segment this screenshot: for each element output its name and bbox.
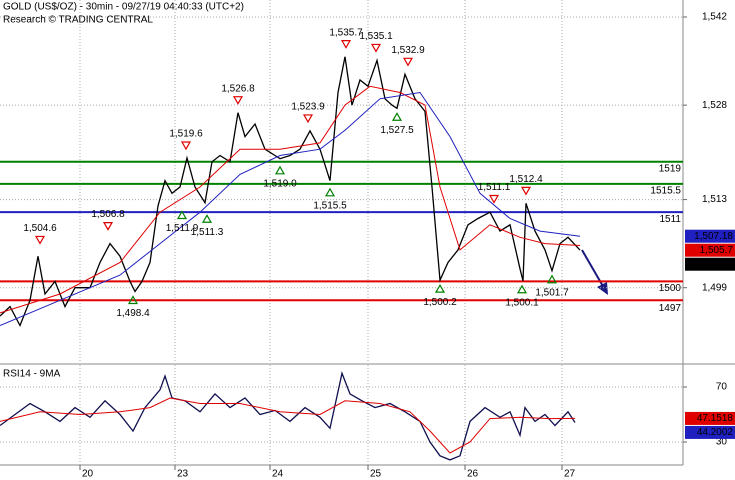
peak-label: 1,519.6: [169, 129, 203, 140]
peak-label: 1,523.9: [291, 102, 325, 113]
peak-marker: [340, 40, 352, 49]
peak-label: 1,535.7: [329, 27, 363, 38]
y-tick-label: 70: [716, 382, 728, 393]
trough-label: 1,519.0: [263, 178, 297, 189]
y-tick-label: 1,528: [702, 100, 727, 111]
peak-label: 1,526.8: [221, 83, 255, 94]
series-line: [0, 56, 581, 328]
level-label: 1515.5: [650, 185, 681, 196]
x-tick-label: 20: [82, 469, 94, 480]
peak-marker: [232, 96, 244, 105]
peak-marker: [102, 222, 114, 231]
chart-subtitle: Research © TRADING CENTRAL: [3, 15, 153, 26]
series-line: [0, 397, 576, 454]
peak-marker: [34, 235, 46, 245]
y-tick-label: 1,499: [702, 282, 727, 293]
trough-label: 1,515.5: [313, 200, 347, 211]
x-tick-label: 25: [370, 469, 382, 480]
trough-marker: [176, 210, 188, 220]
peak-label: 1,512.4: [509, 174, 543, 185]
y-tick-label: 1,542: [702, 12, 727, 23]
trough-marker: [127, 295, 139, 305]
last-value-box: [685, 257, 735, 271]
trough-label: 1,500.1: [505, 297, 539, 308]
projection-arrow: [581, 249, 608, 295]
last-value-label: 47.1518: [697, 413, 734, 424]
peak-marker: [370, 43, 382, 53]
level-label: 1519: [659, 163, 682, 174]
level-label: 1500: [659, 283, 682, 294]
x-tick-label: 26: [467, 469, 479, 480]
last-value-box: [685, 411, 735, 425]
peak-marker: [520, 186, 532, 196]
last-value-box: [685, 425, 735, 439]
peak-label: 1,535.1: [359, 31, 393, 42]
trough-marker: [274, 165, 286, 175]
rsi-title: RSI14 - 9MA: [3, 369, 61, 380]
trough-label: 1,501.7: [535, 287, 569, 298]
peak-marker: [402, 57, 414, 67]
x-tick-label: 24: [272, 469, 284, 480]
last-value-box: [685, 229, 735, 243]
last-value-label: 1,504.98: [694, 259, 733, 270]
peak-label: 1,504.6: [23, 223, 57, 234]
last-value-label: 44.2002: [697, 427, 734, 438]
series-line: [0, 91, 581, 326]
peak-label: 1,511.1: [478, 182, 511, 193]
series-line: [0, 371, 576, 461]
trough-label: 1,498.4: [116, 308, 150, 319]
peak-marker: [302, 114, 314, 124]
trough-marker: [391, 112, 403, 121]
trough-label: 1,527.5: [380, 125, 414, 136]
last-value-box: [685, 243, 735, 257]
last-value-label: 1,507.18: [694, 231, 733, 242]
peak-marker: [488, 194, 500, 204]
series-line: [0, 85, 581, 314]
trough-marker: [201, 214, 213, 223]
y-tick-label: 30: [716, 437, 728, 448]
peak-label: 1,532.9: [391, 45, 425, 56]
trough-label: 1,511.3: [191, 227, 224, 238]
trough-marker: [434, 283, 446, 293]
trough-label: 1,500.2: [423, 297, 457, 308]
peak-marker: [180, 141, 192, 151]
trough-label: 1,511.9: [166, 223, 199, 234]
trough-marker: [546, 274, 558, 284]
trough-marker: [516, 284, 528, 294]
level-label: 1511: [659, 214, 681, 225]
peak-label: 1,506.8: [91, 209, 125, 220]
chart-title: GOLD (US$/OZ) - 30min - 09/27/19 04:40:3…: [3, 2, 244, 13]
level-label: 1497: [659, 303, 682, 314]
last-value-label: 1,505.7: [700, 245, 734, 256]
x-tick-label: 23: [177, 469, 189, 480]
y-tick-label: 1,513: [702, 194, 727, 205]
trough-marker: [324, 187, 336, 197]
x-tick-label: 27: [564, 469, 576, 480]
